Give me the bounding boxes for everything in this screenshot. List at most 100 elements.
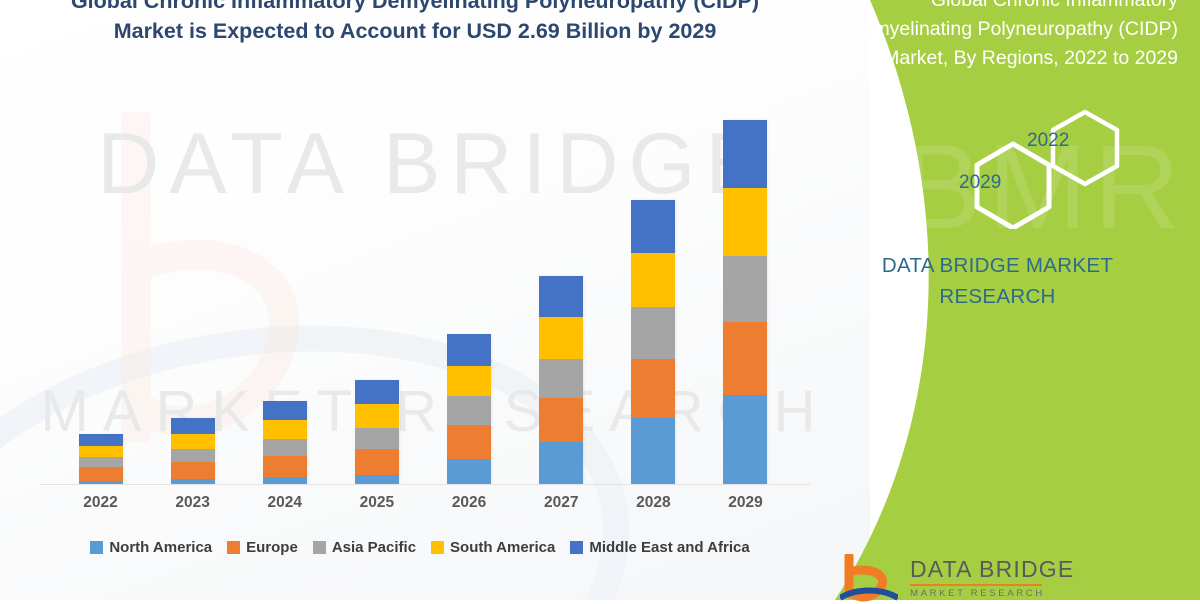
stacked-bar[interactable] <box>539 275 584 484</box>
bar-segment <box>354 449 399 475</box>
legend-swatch-icon <box>570 541 584 554</box>
bar-segment <box>631 417 676 484</box>
bar-segment <box>447 396 492 426</box>
stacked-bar[interactable] <box>354 380 399 484</box>
bar-segment <box>78 445 123 457</box>
bar-segment <box>631 200 676 254</box>
legend-swatch-icon <box>431 541 445 554</box>
legend-item[interactable]: Asia Pacific <box>312 539 417 556</box>
chart-panel: DATA BRIDGE MARKET RESEARCH Global Chron… <box>0 0 870 600</box>
bar-column <box>703 120 788 484</box>
bar-column <box>150 120 235 484</box>
logo-title: DATA BRIDGE <box>910 555 1075 582</box>
stacked-bar-group <box>58 120 788 484</box>
bar-segment <box>354 380 399 405</box>
brand-line-2: RESEARCH <box>939 285 1056 308</box>
legend-item[interactable]: North America <box>90 539 212 556</box>
bar-segment <box>447 334 492 366</box>
logo-mark-icon <box>840 554 898 602</box>
bar-segment <box>723 321 768 395</box>
bar-segment <box>78 434 123 446</box>
legend-item[interactable]: South America <box>431 539 555 556</box>
x-axis-tick-label: 2022 <box>83 494 118 511</box>
bar-segment <box>170 448 215 463</box>
bar-column <box>334 120 419 484</box>
bar-segment <box>354 475 399 484</box>
bar-segment <box>723 120 768 188</box>
bar-segment <box>78 456 123 468</box>
green-background-shape <box>835 0 1200 600</box>
hexagon-badges: 2022 2029 <box>795 104 1200 231</box>
logo-divider <box>910 583 1042 586</box>
plot-area: 2022 2023 2024 2025 2026 2027 2028 2029 <box>40 120 810 512</box>
brand-line-1: DATA BRIDGE MARKET <box>881 254 1114 277</box>
stacked-bar[interactable] <box>78 434 123 484</box>
bar-segment <box>170 462 215 479</box>
bar-segment <box>539 275 584 318</box>
bar-segment <box>723 394 768 484</box>
x-axis-tick-label: 2026 <box>451 494 487 511</box>
bar-column <box>519 120 604 484</box>
bar-segment <box>262 438 307 456</box>
bar-segment <box>354 404 399 428</box>
bar-segment <box>539 442 584 484</box>
legend-swatch-icon <box>90 541 104 554</box>
x-axis-tick-label: 2023 <box>175 494 210 511</box>
legend-label: Middle East and Africa <box>589 539 750 556</box>
bar-segment <box>539 317 584 359</box>
legend-swatch-icon <box>312 541 326 554</box>
company-logo: DATA BRIDGE MARKET RESEARCH <box>840 552 1170 604</box>
stacked-bar[interactable] <box>723 120 768 484</box>
hexagon-2029 <box>974 141 1052 231</box>
bar-segment <box>447 459 492 484</box>
bar-segment <box>631 358 676 418</box>
legend-item[interactable]: Europe <box>227 539 298 556</box>
right-panel-title: Global Chronic Inflammatory Demyelinatin… <box>848 0 1178 69</box>
bar-segment <box>78 467 123 481</box>
bar-segment <box>631 307 676 359</box>
legend-label: South America <box>450 539 556 556</box>
bar-segment <box>170 478 215 484</box>
x-axis-line <box>40 484 810 485</box>
hexagon-2022 <box>1050 109 1120 187</box>
x-axis-tick-label: 2029 <box>728 494 763 511</box>
x-axis-tick-label: 2027 <box>543 494 579 511</box>
bar-column <box>58 120 143 484</box>
logo-text: DATA BRIDGE MARKET RESEARCH <box>910 555 1075 599</box>
bar-column <box>242 120 327 484</box>
chart-legend: North America Europe Asia Pacific South Ame… <box>40 539 800 556</box>
stacked-bar[interactable] <box>170 418 215 484</box>
legend-label: Europe <box>246 539 298 556</box>
bar-segment <box>354 427 399 450</box>
legend-label: North America <box>109 539 213 556</box>
hexagon-label-start: 2022 <box>1027 130 1070 151</box>
brand-name: DATA BRIDGE MARKET RESEARCH <box>795 250 1200 312</box>
stacked-bar[interactable] <box>447 334 492 484</box>
legend-swatch-icon <box>227 541 241 554</box>
stacked-bar[interactable] <box>262 400 307 484</box>
bar-column <box>611 120 696 484</box>
bar-segment <box>262 419 307 439</box>
x-axis-tick-label: 2028 <box>636 494 671 511</box>
right-panel: DBMR Global Chronic Inflammatory Demyeli… <box>795 0 1200 600</box>
legend-item[interactable]: Middle East and Africa <box>570 539 750 556</box>
bar-column <box>427 120 512 484</box>
hexagon-outlines <box>974 109 1120 231</box>
bar-segment <box>78 480 123 484</box>
x-axis-labels: 2022 2023 2024 2025 2026 2027 2028 2029 <box>58 494 788 512</box>
stacked-bar[interactable] <box>631 200 676 484</box>
bar-segment <box>447 365 492 397</box>
bar-segment <box>262 400 307 420</box>
x-axis-tick-label: 2024 <box>267 494 303 511</box>
x-axis-tick-label: 2025 <box>359 494 395 511</box>
bar-segment <box>723 187 768 257</box>
bar-segment <box>447 425 492 460</box>
hexagon-label-end: 2029 <box>959 172 1002 193</box>
bar-segment <box>631 253 676 308</box>
legend-label: Asia Pacific <box>331 539 417 556</box>
bar-segment <box>262 455 307 478</box>
bar-segment <box>539 358 584 399</box>
logo-subtitle: MARKET RESEARCH <box>910 587 1045 599</box>
bar-segment <box>170 418 215 434</box>
